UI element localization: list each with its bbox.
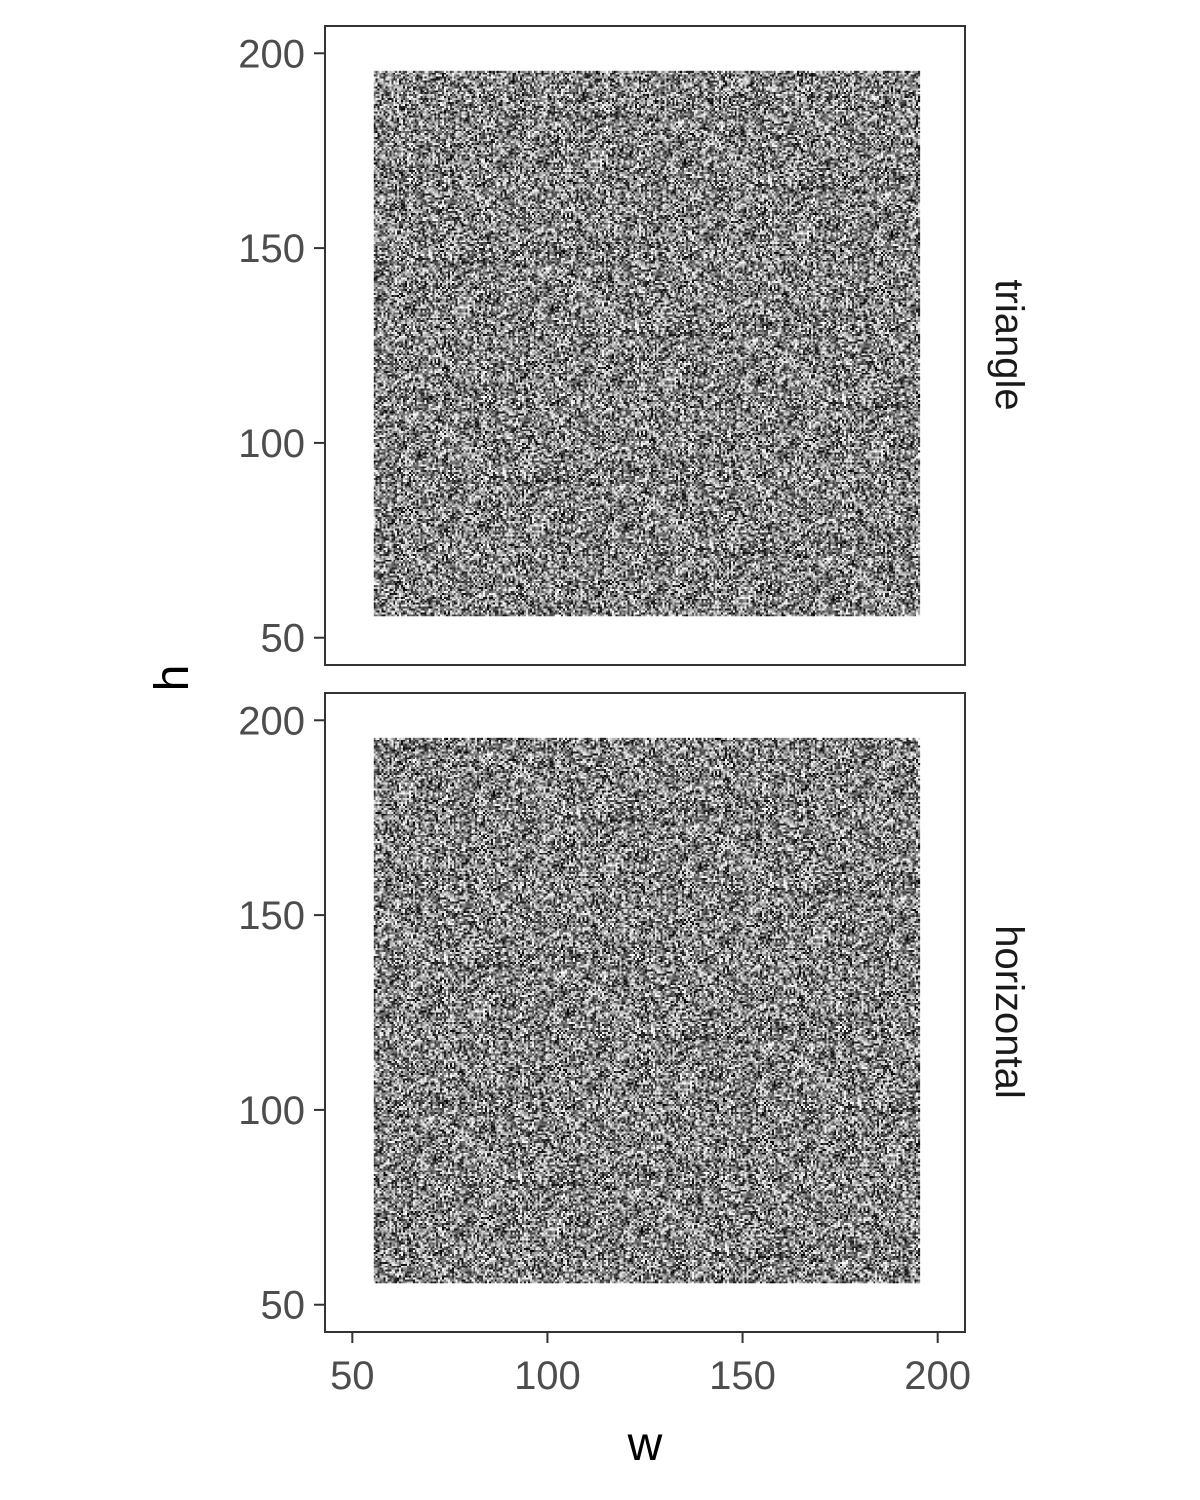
x-tick-label: 200: [904, 1354, 971, 1398]
panel-border-triangle: [324, 25, 966, 666]
y-tick-label: 50: [261, 617, 306, 661]
y-axis-title: h: [146, 665, 199, 692]
y-tick-label: 150: [238, 894, 305, 938]
heatmap-cells-horizontal: [373, 737, 921, 1284]
heatmap-cells-triangle: [373, 70, 921, 617]
panel-triangle: 50 100 150 200 triangle: [238, 25, 1031, 666]
y-tick-label: 100: [238, 1089, 305, 1133]
y-tick-label: 200: [238, 699, 305, 743]
heatmap-raster: [373, 737, 921, 1284]
y-tick-label: 200: [238, 32, 305, 76]
y-axis-horizontal: 50 100 150 200: [238, 699, 325, 1328]
y-axis-triangle: 50 100 150 200: [238, 32, 325, 661]
y-tick-label: 100: [238, 422, 305, 466]
panel-border-horizontal: [324, 692, 966, 1333]
heatmap-raster: [373, 70, 921, 617]
x-tick-label: 100: [514, 1354, 581, 1398]
x-tick-label: 150: [709, 1354, 776, 1398]
x-tick-label: 50: [330, 1354, 375, 1398]
panel-horizontal: 50 100 150 200 horizontal: [238, 692, 1031, 1333]
facet-label-triangle: triangle: [987, 279, 1031, 410]
facet-label-horizontal: horizontal: [987, 925, 1031, 1098]
x-axis: 50 100 150 200: [330, 1332, 971, 1398]
x-axis-title: w: [627, 1418, 663, 1471]
y-tick-label: 150: [238, 227, 305, 271]
y-tick-label: 50: [261, 1284, 306, 1328]
